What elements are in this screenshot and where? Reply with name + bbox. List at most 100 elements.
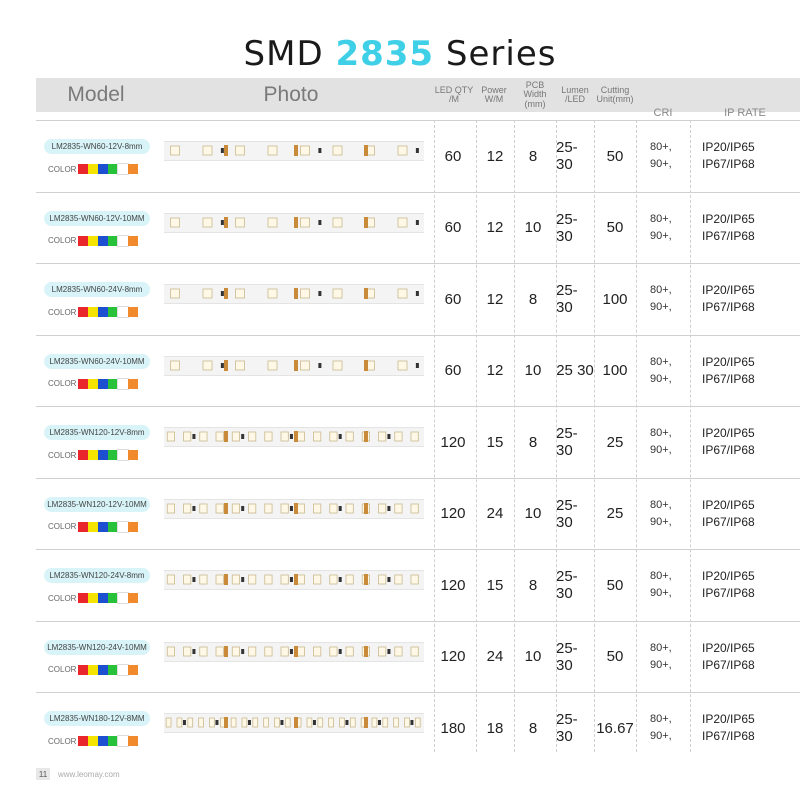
led-chip bbox=[231, 574, 240, 585]
resistor bbox=[410, 720, 414, 725]
resistor bbox=[338, 577, 342, 582]
led-chip bbox=[165, 717, 172, 728]
model-name: LM2835-WN120-12V-8mm bbox=[44, 425, 150, 440]
led-chip bbox=[235, 360, 245, 370]
power-value: 24 bbox=[486, 648, 504, 665]
color-swatch bbox=[98, 736, 109, 746]
ip-rate-value: IP20/IP65 IP67/IP68 bbox=[702, 264, 755, 334]
header-led-qty: LED QTY /M bbox=[434, 84, 474, 104]
cri-value: 80+, 90+, bbox=[650, 550, 672, 620]
model-name: LM2835-WN60-12V-8mm bbox=[44, 139, 150, 154]
color-swatch bbox=[98, 307, 109, 317]
color-label: COLOR bbox=[48, 236, 77, 245]
solder-pad bbox=[224, 574, 228, 585]
led-chip bbox=[378, 574, 387, 585]
led-chip bbox=[410, 503, 419, 513]
column-divider bbox=[434, 120, 435, 752]
led-strip-photo bbox=[164, 212, 424, 233]
ip-line: IP20/IP65 bbox=[702, 640, 755, 655]
table-header: Model Photo LED QTY /M Power W/M PCB Wid… bbox=[36, 78, 800, 119]
model-name: LM2835-WN60-12V-10MM bbox=[44, 210, 150, 226]
title-suffix: Series bbox=[445, 34, 557, 74]
resistor bbox=[289, 505, 293, 511]
header-cri: CRI bbox=[653, 106, 673, 119]
cri-line: 90+, bbox=[650, 587, 672, 599]
solder-pad bbox=[224, 145, 228, 156]
cri-line: 80+, bbox=[650, 427, 672, 439]
resistor bbox=[377, 720, 381, 725]
resistor bbox=[318, 291, 322, 296]
solder-pad bbox=[294, 431, 298, 442]
solder-pad bbox=[364, 359, 368, 371]
cri-line: 80+, bbox=[650, 212, 672, 225]
lumen-value: 25-30 bbox=[556, 139, 578, 173]
color-swatch bbox=[98, 593, 109, 603]
model-name: LM2835-WN60-24V-10MM bbox=[44, 353, 150, 369]
led-chip bbox=[235, 288, 245, 299]
cutting-unit-value: 50 bbox=[606, 147, 624, 165]
cri-line: 80+, bbox=[650, 284, 672, 296]
led-chip bbox=[378, 503, 387, 513]
color-label: COLOR bbox=[48, 164, 77, 174]
color-swatch bbox=[98, 664, 109, 675]
color-swatch bbox=[108, 378, 119, 389]
led-strip-photo bbox=[164, 141, 424, 161]
solder-pad bbox=[224, 717, 228, 728]
cutting-unit-value: 100 bbox=[602, 290, 628, 308]
cri-value: 80+, 90+, bbox=[650, 693, 672, 763]
led-chip bbox=[202, 217, 213, 227]
color-swatch bbox=[98, 450, 109, 460]
color-swatch bbox=[117, 449, 130, 461]
led-chip bbox=[264, 574, 273, 585]
resistor bbox=[387, 648, 391, 654]
led-chip bbox=[394, 574, 403, 585]
color-label: COLOR bbox=[48, 736, 77, 746]
cri-value: 80+, 90+, bbox=[650, 622, 672, 692]
led-chip bbox=[170, 145, 180, 156]
led-chip bbox=[230, 717, 237, 728]
led-chip bbox=[235, 145, 245, 156]
title-accent: 2835 bbox=[335, 34, 435, 74]
resistor bbox=[220, 219, 224, 225]
resistor bbox=[415, 291, 419, 296]
color-swatch bbox=[78, 593, 89, 603]
led-qty-value: 60 bbox=[444, 362, 462, 379]
solder-pad bbox=[224, 216, 228, 228]
cri-line: 90+, bbox=[650, 730, 672, 742]
solder-pad bbox=[364, 717, 368, 728]
ip-line: IP20/IP65 bbox=[702, 569, 755, 583]
resistor bbox=[345, 720, 349, 725]
ip-rate-value: IP20/IP65 IP67/IP68 bbox=[702, 693, 755, 763]
color-swatch bbox=[108, 235, 119, 246]
website-link[interactable]: www.leomay.com bbox=[58, 769, 120, 779]
resistor bbox=[192, 505, 196, 511]
color-swatch bbox=[78, 235, 89, 246]
cri-line: 80+, bbox=[650, 498, 672, 511]
color-swatch bbox=[88, 593, 99, 603]
led-chip bbox=[313, 574, 322, 585]
color-swatch bbox=[128, 307, 139, 317]
ip-line: IP20/IP65 bbox=[702, 712, 755, 726]
lumen-value: 25-30 bbox=[556, 425, 578, 459]
led-qty-value: 120 bbox=[440, 648, 466, 665]
solder-pad bbox=[364, 502, 368, 514]
resistor bbox=[387, 505, 391, 511]
cri-line: 90+, bbox=[650, 444, 672, 456]
color-swatch bbox=[88, 378, 99, 389]
resistor bbox=[318, 219, 322, 225]
cutting-unit-value: 25 bbox=[606, 505, 624, 522]
color-swatch bbox=[88, 736, 99, 746]
color-options: COLOR bbox=[48, 163, 139, 175]
color-label: COLOR bbox=[48, 593, 77, 603]
cutting-unit-value: 25 bbox=[606, 433, 624, 451]
pcb-width-value: 8 bbox=[528, 719, 538, 737]
led-qty-value: 120 bbox=[440, 576, 466, 594]
color-options: COLOR bbox=[48, 377, 139, 390]
resistor bbox=[318, 362, 322, 368]
color-label: COLOR bbox=[48, 379, 77, 388]
header-lumen: Lumen /LED bbox=[561, 84, 589, 104]
resistor bbox=[289, 434, 293, 439]
solder-pad bbox=[294, 359, 298, 371]
lumen-value: 25-30 bbox=[556, 639, 578, 674]
color-swatch bbox=[108, 450, 119, 460]
